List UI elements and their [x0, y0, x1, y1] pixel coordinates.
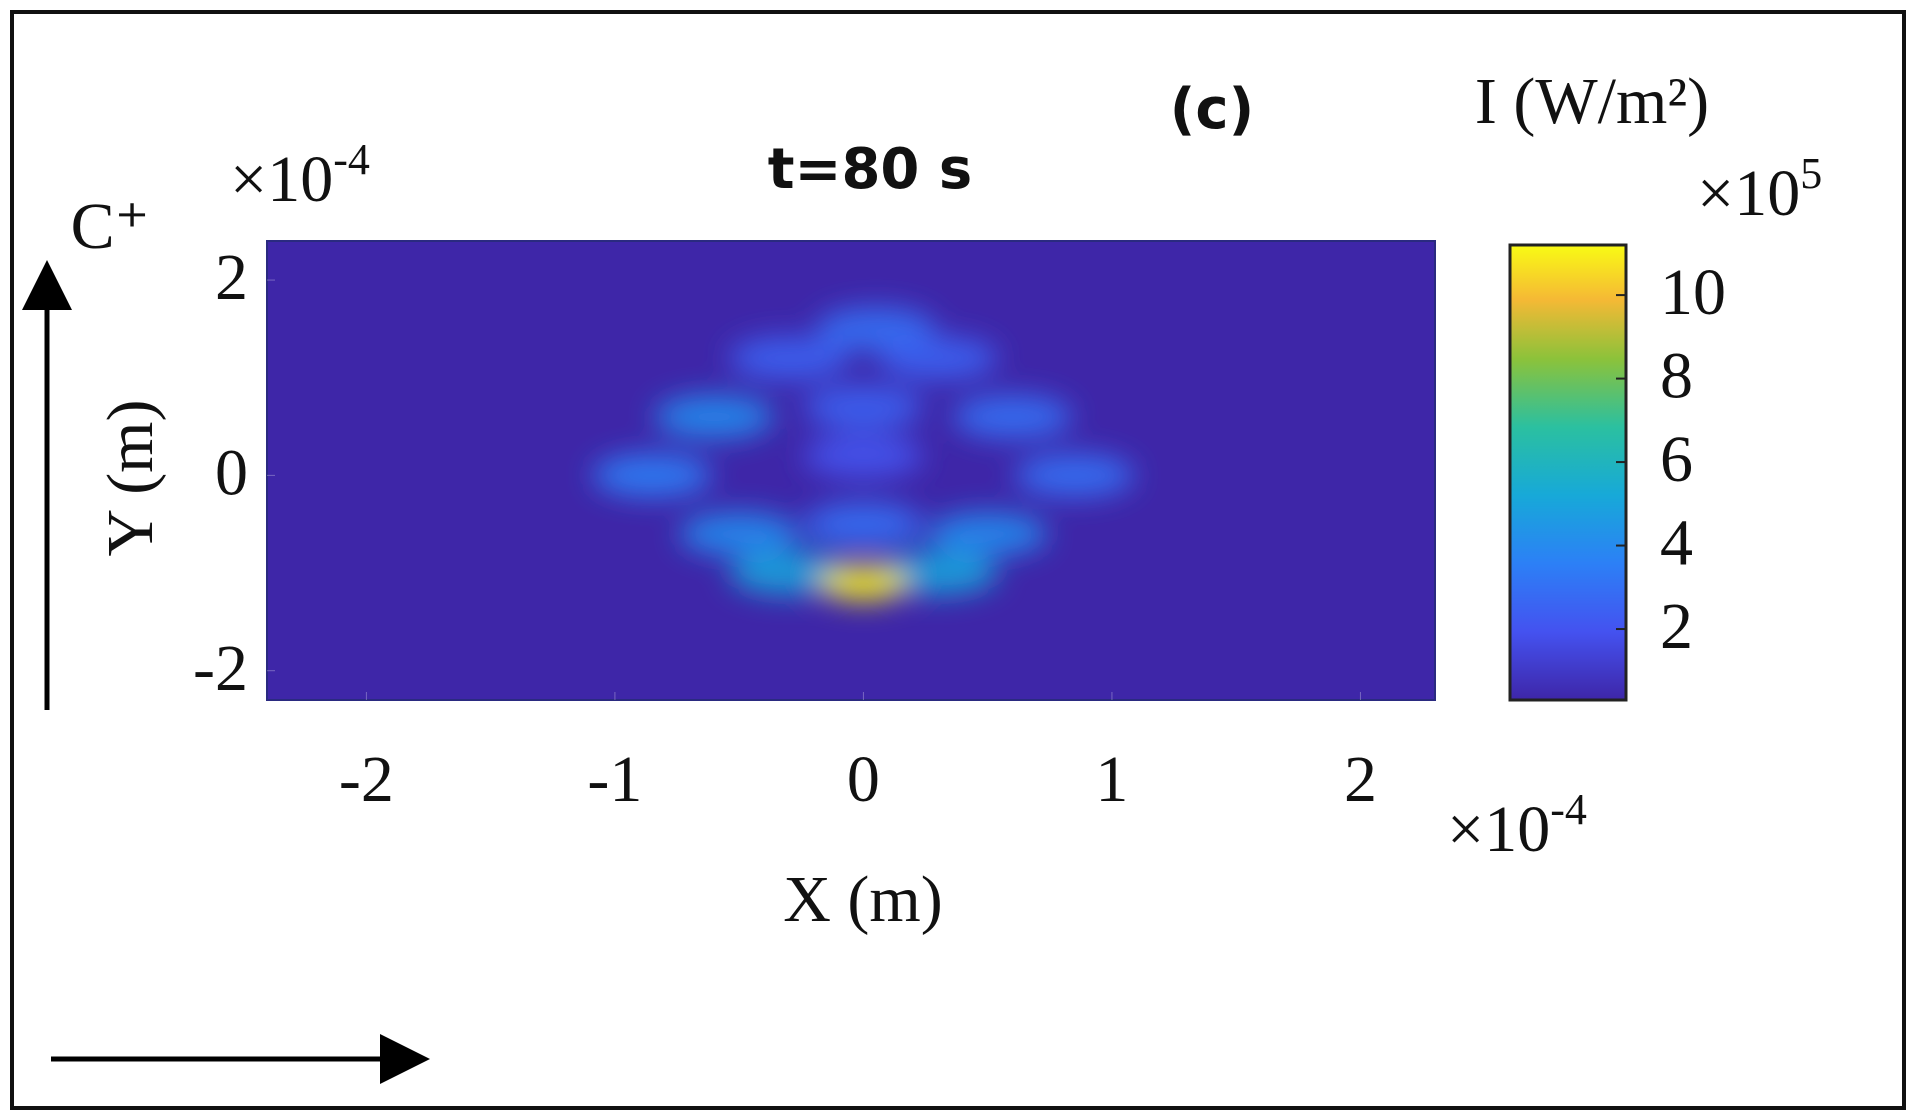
intensity-blob	[803, 385, 924, 430]
multiplier-exponent: 5	[1800, 149, 1822, 198]
multiplier-base: ×10	[1447, 793, 1550, 866]
colorbar-label: I (W/m²)	[1475, 65, 1709, 138]
y-multiplier: ×10-4	[230, 135, 370, 216]
colorbar-tick-label: 6	[1660, 423, 1693, 496]
side-label: C⁺	[71, 190, 150, 263]
intensity-blob	[592, 453, 713, 498]
y-tick-label: -2	[193, 632, 248, 705]
intensity-blob	[803, 433, 924, 478]
multiplier-exponent: -4	[333, 135, 370, 184]
x-tick-label: 1	[1095, 743, 1128, 816]
multiplier-base: ×10	[1697, 157, 1800, 230]
blob-layer	[592, 306, 1135, 601]
y-tick-label: 0	[215, 437, 248, 510]
colorbar-tick-label: 4	[1660, 507, 1693, 580]
frame	[10, 10, 1906, 1110]
x-axis-label: X (m)	[783, 863, 942, 936]
intensity-blob	[1014, 453, 1135, 498]
x-multiplier: ×10-4	[1447, 785, 1587, 866]
x-tick-label: -2	[339, 743, 394, 816]
multiplier-base: ×10	[230, 143, 333, 216]
intensity-blob	[679, 511, 800, 556]
plot-border	[266, 240, 1436, 701]
colorbar-multiplier: ×105	[1697, 149, 1822, 230]
colorbar-tick-label: 2	[1660, 590, 1693, 663]
intensity-blob	[877, 336, 998, 381]
y-axis-label: Y (m)	[94, 399, 167, 556]
colorbar-tick-label: 8	[1660, 340, 1693, 413]
colorbar	[1508, 243, 1628, 702]
multiplier-exponent: -4	[1550, 785, 1587, 834]
x-tick-label: 0	[847, 743, 880, 816]
panel-label: (c)	[1170, 77, 1254, 142]
intensity-blob	[728, 336, 849, 381]
intensity-blob	[952, 394, 1073, 439]
intensity-blob	[927, 511, 1048, 556]
colorbar-tick-label: 10	[1660, 256, 1726, 329]
intensity-blob	[818, 564, 909, 601]
x-tick-label: -1	[587, 743, 642, 816]
x-tick-label: 2	[1344, 743, 1377, 816]
y-tick-label: 2	[215, 241, 248, 314]
heatmap	[592, 306, 1135, 601]
intensity-blob	[654, 394, 775, 439]
chart-title: t=80 s	[768, 137, 972, 202]
intensity-blob	[803, 502, 924, 547]
